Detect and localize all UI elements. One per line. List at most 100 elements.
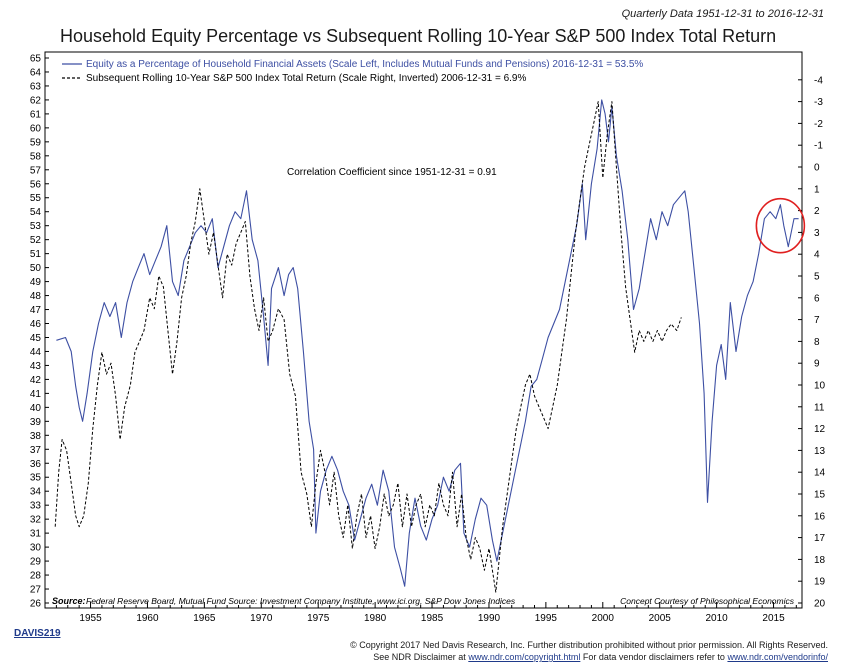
date-range-note: Quarterly Data 1951-12-31 to 2016-12-31 xyxy=(621,8,824,20)
chart-title: Household Equity Percentage vs Subsequen… xyxy=(60,26,777,46)
right-tick-label: 19 xyxy=(814,577,826,588)
chart-code[interactable]: DAVIS219 xyxy=(14,628,61,639)
x-axis: 1955 1960 1965 1970 1975 1980 1985 1990 1995 2000… xyxy=(55,602,797,624)
right-tick-label: 18 xyxy=(814,555,826,566)
right-tick-label: 4 xyxy=(814,250,820,261)
x-tick-label: 1960 xyxy=(136,613,159,624)
x-tick-label: 1965 xyxy=(193,613,216,624)
left-tick-label: 55 xyxy=(30,193,42,204)
x-tick-label: 2015 xyxy=(762,613,785,624)
x-tick-label: 2000 xyxy=(592,613,615,624)
left-tick-label: 45 xyxy=(30,333,42,344)
right-tick-label: -1 xyxy=(814,141,823,152)
highlight-circle xyxy=(755,197,806,254)
series-line-equity xyxy=(56,99,799,587)
right-tick-label: 0 xyxy=(814,163,820,174)
right-tick-label: -4 xyxy=(814,75,823,86)
x-tick-label: 1955 xyxy=(79,613,102,624)
left-tick-label: 65 xyxy=(30,54,42,65)
right-tick-label: 9 xyxy=(814,359,820,370)
left-tick-label: 58 xyxy=(30,151,42,162)
left-tick-label: 32 xyxy=(30,515,42,526)
right-tick-label: -3 xyxy=(814,97,823,108)
right-tick-label: 14 xyxy=(814,468,826,479)
x-tick-label: 1995 xyxy=(535,613,558,624)
disclaimer-mid: For data vendor disclaimers refer to xyxy=(582,652,725,662)
vendorinfo-link[interactable]: www.ndr.com/vendorinfo/ xyxy=(727,652,828,662)
left-tick-label: 50 xyxy=(30,263,42,274)
left-tick-label: 48 xyxy=(30,291,42,302)
right-tick-label: 15 xyxy=(814,490,826,501)
disclaimer-prefix: See NDR Disclaimer at xyxy=(373,652,466,662)
left-tick-label: 40 xyxy=(30,403,42,414)
legend-label-equity: Equity as a Percentage of Household Fina… xyxy=(86,59,643,70)
right-tick-label: 8 xyxy=(814,337,820,348)
left-tick-label: 53 xyxy=(30,221,42,232)
source-label: Source: xyxy=(52,596,86,606)
right-tick-label: 1 xyxy=(814,184,820,195)
left-tick-label: 62 xyxy=(30,95,42,106)
right-tick-label: 7 xyxy=(814,315,820,326)
left-tick-label: 44 xyxy=(30,347,42,358)
x-tick-label: 1985 xyxy=(421,613,444,624)
right-tick-label: 12 xyxy=(814,424,826,435)
left-tick-label: 34 xyxy=(30,487,42,498)
left-tick-label: 51 xyxy=(30,249,42,260)
left-tick-label: 26 xyxy=(30,599,42,610)
left-tick-label: 28 xyxy=(30,571,42,582)
x-tick-label: 1990 xyxy=(478,613,501,624)
left-tick-label: 64 xyxy=(30,67,42,78)
right-tick-label: 11 xyxy=(814,402,825,413)
left-tick-label: 47 xyxy=(30,305,42,316)
series-group xyxy=(54,99,806,593)
correlation-annotation: Correlation Coefficient since 1951-12-31… xyxy=(287,167,497,178)
left-tick-label: 59 xyxy=(30,137,42,148)
left-tick-label: 60 xyxy=(30,123,42,134)
right-tick-label: 16 xyxy=(814,511,826,522)
credit-text: Concept Courtesy of Philosophical Econom… xyxy=(620,596,795,606)
source-text: Federal Reserve Board, Mutual Fund Sourc… xyxy=(86,596,516,606)
left-tick-label: 41 xyxy=(30,389,42,400)
right-tick-label: 3 xyxy=(814,228,820,239)
left-tick-label: 63 xyxy=(30,81,42,92)
left-tick-label: 38 xyxy=(30,431,42,442)
right-tick-label: 6 xyxy=(814,293,820,304)
footer-copyright: © Copyright 2017 Ned Davis Research, Inc… xyxy=(350,639,828,663)
left-tick-label: 43 xyxy=(30,361,42,372)
x-tick-label: 2005 xyxy=(649,613,672,624)
left-tick-label: 56 xyxy=(30,179,42,190)
x-tick-label: 2010 xyxy=(705,613,728,624)
left-tick-label: 61 xyxy=(30,109,42,120)
left-tick-label: 39 xyxy=(30,417,42,428)
series-line-returns xyxy=(54,101,682,593)
left-tick-label: 27 xyxy=(30,585,42,596)
right-tick-label: -2 xyxy=(814,119,823,130)
x-tick-label: 1980 xyxy=(364,613,387,624)
right-tick-label: 10 xyxy=(814,381,826,392)
left-tick-label: 33 xyxy=(30,501,42,512)
left-tick-label: 46 xyxy=(30,319,42,330)
right-tick-label: 17 xyxy=(814,533,826,544)
legend: Equity as a Percentage of Household Fina… xyxy=(62,59,643,84)
left-tick-label: 29 xyxy=(30,557,42,568)
x-tick-label: 1970 xyxy=(250,613,273,624)
plot-frame xyxy=(44,51,803,609)
left-tick-label: 54 xyxy=(30,207,42,218)
legend-label-returns: Subsequent Rolling 10-Year S&P 500 Index… xyxy=(86,73,526,84)
left-tick-label: 52 xyxy=(30,235,42,246)
left-tick-label: 57 xyxy=(30,165,42,176)
copyright-link[interactable]: www.ndr.com/copyright.html xyxy=(468,652,581,662)
left-tick-label: 35 xyxy=(30,473,42,484)
copyright-line: © Copyright 2017 Ned Davis Research, Inc… xyxy=(350,640,828,650)
right-tick-label: 2 xyxy=(814,206,820,217)
left-y-axis: 26 27 28 29 30 31 32 33 34 35 36 37 38 39 40 41 42 43 44 45… xyxy=(30,54,49,610)
left-tick-label: 30 xyxy=(30,543,42,554)
left-tick-label: 42 xyxy=(30,375,42,386)
right-tick-label: 13 xyxy=(814,446,826,457)
disclaimer-line: See NDR Disclaimer at www.ndr.com/copyri… xyxy=(350,651,828,663)
right-tick-label: 5 xyxy=(814,272,820,283)
left-tick-label: 36 xyxy=(30,459,42,470)
